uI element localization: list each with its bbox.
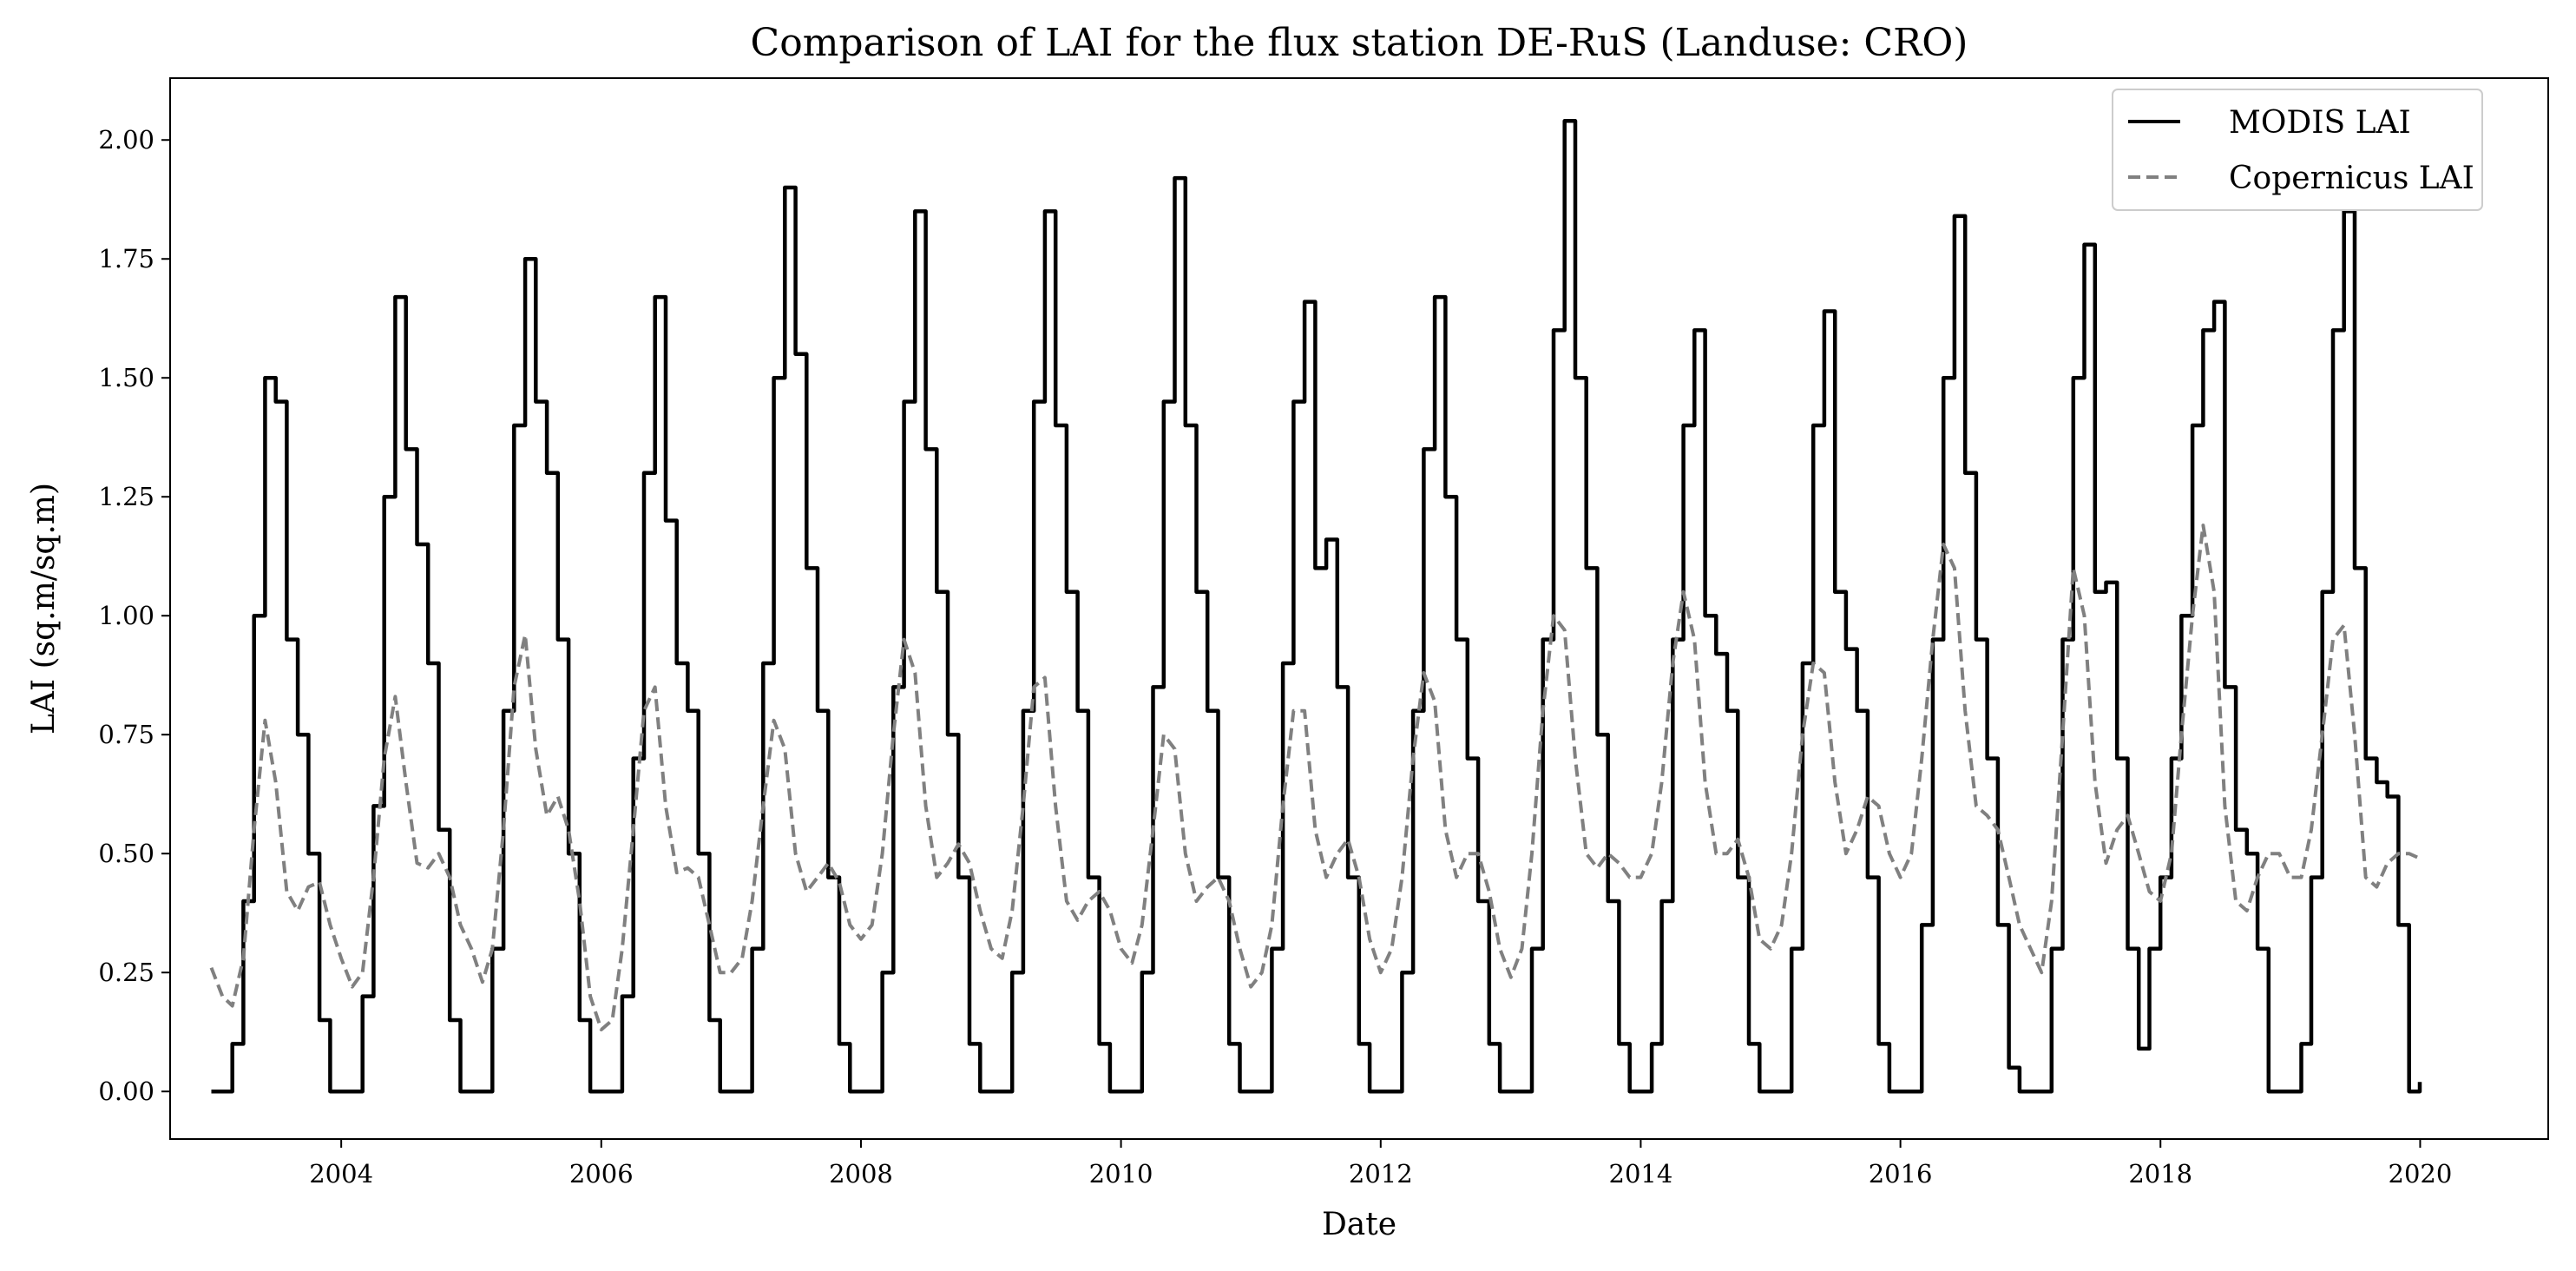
x-tick-label: 2004 — [309, 1159, 373, 1189]
series-line-copernicus-lai — [209, 524, 2421, 1031]
y-tick-label: 1.25 — [98, 482, 154, 511]
x-axis: 2004 2006 2008 2010 2012 2014 2016 2018 2020 — [309, 1139, 2452, 1189]
x-tick-label: 2018 — [2128, 1159, 2192, 1189]
y-axis: 0.00 0.25 0.50 0.75 1.00 1.25 1.50 1.75 2.00 — [98, 125, 170, 1106]
y-tick-label: 1.75 — [98, 244, 154, 273]
y-tick-label: 0.50 — [98, 839, 154, 868]
plot-area — [169, 77, 2549, 1140]
y-tick-label: 0.75 — [98, 720, 154, 749]
x-tick-label: 2010 — [1089, 1159, 1153, 1189]
legend: MODIS LAI Copernicus LAI — [2112, 89, 2483, 211]
y-tick-label: 0.25 — [98, 958, 154, 987]
series-layer — [209, 119, 2422, 1094]
x-tick-label: 2008 — [829, 1159, 893, 1189]
y-tick-label: 1.00 — [98, 601, 154, 630]
x-tick-label: 2006 — [569, 1159, 634, 1189]
y-axis-title: LAI (sq.m/sq.m) — [26, 483, 62, 734]
legend-label-modis: MODIS LAI — [2229, 105, 2411, 141]
plot-frame — [169, 77, 2549, 1140]
x-axis-title: Date — [1322, 1207, 1396, 1242]
y-tick-label: 2.00 — [98, 125, 154, 155]
series-line-modis-lai — [211, 119, 2422, 1094]
legend-label-copernicus: Copernicus LAI — [2229, 161, 2474, 196]
legend-box — [2112, 89, 2483, 211]
x-tick-label: 2012 — [1349, 1159, 1413, 1189]
x-tick-label: 2020 — [2389, 1159, 2453, 1189]
chart-title: Comparison of LAI for the flux station D… — [751, 21, 1968, 65]
y-tick-label: 1.50 — [98, 363, 154, 392]
y-tick-label: 0.00 — [98, 1077, 154, 1106]
x-tick-label: 2016 — [1869, 1159, 1933, 1189]
x-tick-label: 2014 — [1609, 1159, 1673, 1189]
